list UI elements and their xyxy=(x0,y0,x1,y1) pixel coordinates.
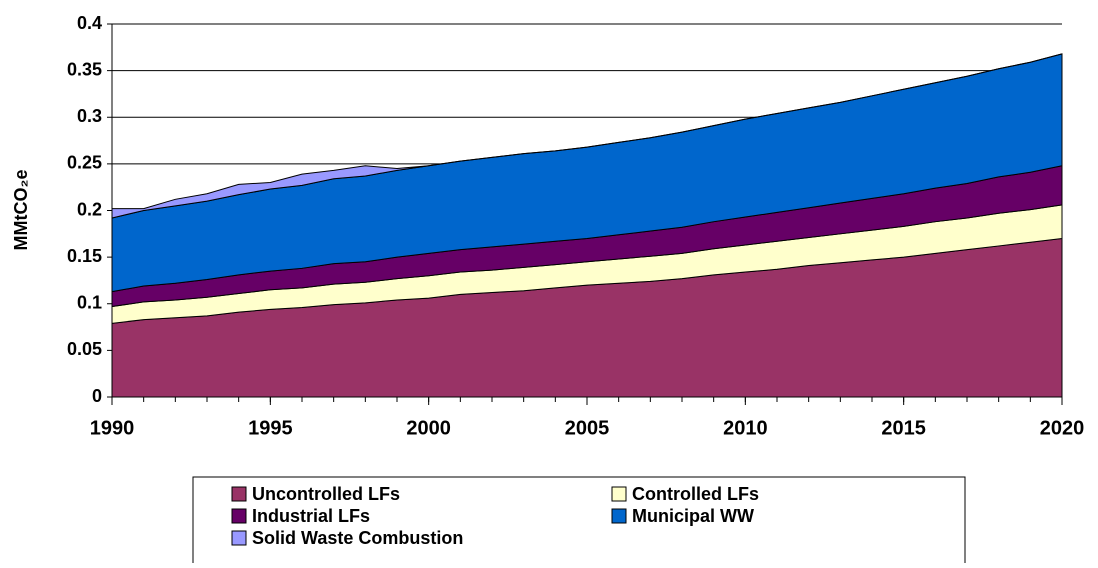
legend-swatch xyxy=(231,530,247,546)
x-tick-label: 2000 xyxy=(406,417,451,439)
y-tick-label: 0.05 xyxy=(67,339,102,359)
area xyxy=(111,53,1063,219)
y-tick-label: 0.3 xyxy=(77,106,102,126)
y-tick-label: 0.35 xyxy=(67,59,102,79)
x-tick-label: 2020 xyxy=(1040,417,1085,439)
y-tick-label: 0 xyxy=(92,386,102,406)
y-tick-label: 0.15 xyxy=(67,246,102,266)
legend-swatch xyxy=(231,508,247,524)
legend-label: Solid Waste Combustion xyxy=(252,528,463,548)
y-tick-label: 0.25 xyxy=(67,153,102,173)
legend-swatch xyxy=(231,486,247,502)
legend-swatch xyxy=(611,486,627,502)
x-tick-label: 2015 xyxy=(881,417,926,439)
y-axis-label: MMtCO₂e xyxy=(11,170,31,251)
y-tick-label: 0.2 xyxy=(77,199,102,219)
x-tick-label: 2005 xyxy=(565,417,610,439)
plot-area xyxy=(111,23,1063,398)
y-tick-label: 0.1 xyxy=(77,293,102,313)
legend-label: Uncontrolled LFs xyxy=(252,484,400,504)
legend-label: Controlled LFs xyxy=(632,484,759,504)
legend-swatch xyxy=(611,508,627,524)
y-tick-label: 0.4 xyxy=(77,13,102,33)
x-tick-label: 2010 xyxy=(723,417,768,439)
legend-label: Municipal WW xyxy=(632,506,754,526)
legend-label: Industrial LFs xyxy=(252,506,370,526)
legend-box xyxy=(192,476,966,568)
x-tick-label: 1990 xyxy=(90,417,135,439)
x-tick-label: 1995 xyxy=(248,417,293,439)
legend: Uncontrolled LFs Controlled LFs Industrial… xyxy=(231,484,759,548)
